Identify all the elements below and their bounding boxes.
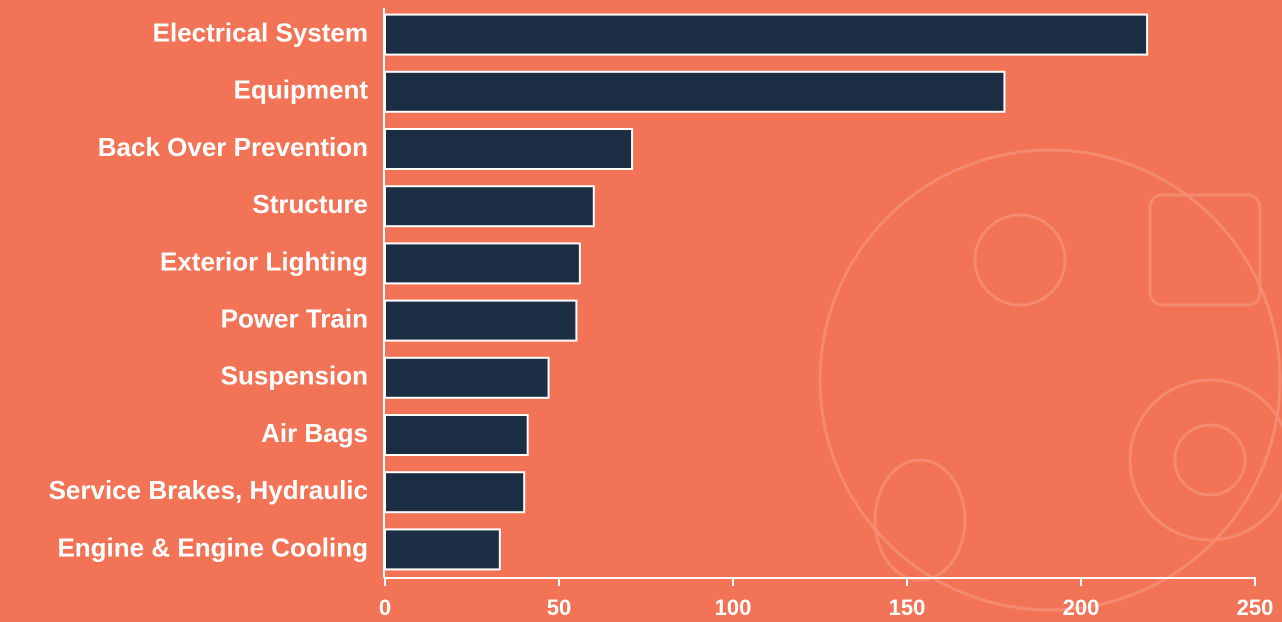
x-tick-label: 100 — [715, 595, 752, 620]
x-tick-label: 150 — [889, 595, 926, 620]
bar — [384, 356, 550, 399]
category-label: Engine & Engine Cooling — [57, 532, 368, 562]
category-label: Equipment — [234, 75, 369, 105]
bar — [384, 70, 1006, 113]
bar — [384, 471, 526, 514]
x-tick-label: 0 — [379, 595, 391, 620]
bar — [384, 528, 501, 571]
category-label: Air Bags — [261, 418, 368, 448]
decoration — [818, 148, 1282, 612]
bar — [384, 414, 529, 456]
category-label: Electrical System — [153, 17, 368, 47]
category-label: Suspension — [221, 361, 368, 391]
bar — [384, 185, 595, 228]
bar — [384, 299, 578, 342]
bar — [384, 242, 581, 285]
category-label: Exterior Lighting — [160, 246, 368, 276]
category-label: Back Over Prevention — [98, 132, 368, 162]
x-tick-label: 50 — [547, 595, 571, 620]
x-tick-label: 200 — [1063, 595, 1100, 620]
category-label: Service Brakes, Hydraulic — [49, 475, 368, 505]
bar — [384, 13, 1149, 56]
category-label: Power Train — [221, 303, 368, 333]
bar — [384, 128, 634, 170]
x-tick-label: 250 — [1237, 595, 1274, 620]
category-label: Structure — [252, 189, 368, 219]
